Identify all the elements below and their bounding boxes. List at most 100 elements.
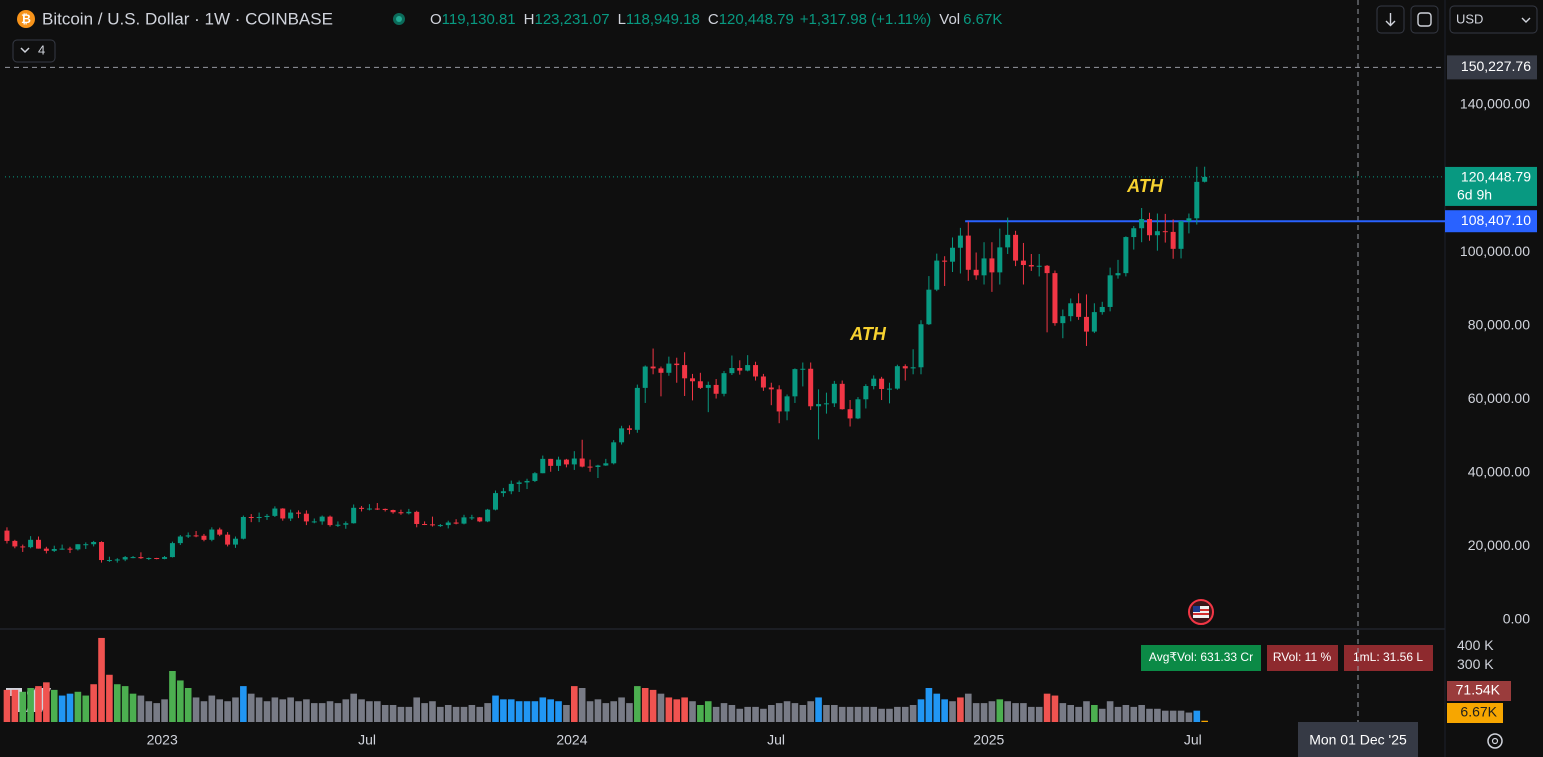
flag-icon: [1193, 606, 1200, 612]
volume-bar: [287, 697, 294, 722]
volume-bar: [791, 703, 799, 722]
candle-body: [587, 466, 593, 468]
volume-bar: [1098, 708, 1106, 722]
candle-body: [414, 511, 420, 524]
volume-bar: [1059, 703, 1067, 722]
x-tick-label: 2025: [973, 732, 1004, 748]
volume-bar: [862, 706, 870, 722]
volume-tick-label: 400 K: [1457, 637, 1494, 653]
candle-body: [422, 523, 428, 525]
volume-bar: [1091, 705, 1098, 722]
candle-body: [59, 548, 65, 550]
volume-bar: [1177, 710, 1185, 722]
candle-body: [4, 530, 10, 541]
volume-bar: [807, 701, 814, 722]
volume-bar: [232, 697, 239, 722]
volume-bar: [523, 701, 531, 722]
volume-bar: [358, 699, 365, 722]
candle-body: [1091, 312, 1097, 332]
market-status-dot: [396, 16, 402, 22]
volume-bar: [736, 708, 744, 722]
volume-bar: [74, 691, 82, 722]
volume-ma-label: 71.54K: [1456, 682, 1501, 698]
volume-bar: [58, 695, 66, 722]
candle-body: [800, 368, 806, 370]
volume-bar: [240, 686, 247, 722]
x-tick-label: Jul: [767, 732, 785, 748]
candle-body: [296, 512, 302, 514]
volume-bar: [988, 701, 996, 722]
candle-body: [1005, 234, 1011, 248]
volume-bar: [3, 689, 11, 722]
volume-bar: [531, 701, 539, 722]
download-icon: [1385, 13, 1396, 27]
volume-bar: [295, 701, 302, 722]
volume-bar: [1051, 695, 1059, 722]
y-tick-label: 100,000.00: [1460, 243, 1530, 259]
candle-body: [461, 517, 467, 524]
currency-select[interactable]: [1449, 5, 1538, 34]
volume-bar: [996, 699, 1004, 722]
volume-bar: [752, 706, 759, 722]
candle-body: [682, 365, 688, 379]
candle-body: [634, 387, 640, 430]
volume-bar: [43, 682, 50, 722]
volume-bar: [177, 680, 184, 722]
candle-body: [942, 260, 948, 262]
volume-bar: [153, 703, 160, 722]
candle-body: [209, 529, 215, 540]
candle-body: [697, 381, 703, 388]
candle-body: [232, 538, 238, 545]
volume-bar: [901, 706, 909, 722]
chevron-icon: [1521, 17, 1531, 23]
candle-body: [563, 459, 569, 465]
candle-body: [20, 546, 26, 548]
volume-bar: [720, 703, 728, 722]
candle-body: [737, 368, 743, 371]
volume-ma-tag: [1447, 681, 1511, 701]
volume-bar: [689, 701, 696, 722]
candle-body: [847, 409, 853, 419]
volume-bar: [886, 708, 893, 722]
candle-body: [705, 384, 711, 388]
volume-bar: [145, 701, 153, 722]
volume-bar: [326, 701, 334, 722]
change: +1,317.98 (+1.11%): [800, 11, 931, 28]
volume-last-label: 6.67K: [1460, 704, 1497, 720]
volume-bar: [208, 695, 216, 722]
volume-bar: [578, 688, 586, 722]
y-tick-label: 20,000.00: [1468, 537, 1530, 553]
volume-bar: [760, 708, 767, 722]
candle-body: [556, 459, 562, 466]
candle-body: [280, 508, 286, 519]
volume-bar: [129, 693, 137, 722]
candle-body: [311, 521, 317, 523]
volume-bar: [192, 697, 200, 722]
volume-bar: [437, 706, 444, 722]
symbol-title[interactable]: Bitcoin / U.S. Dollar · 1W · COINBASE: [42, 9, 333, 28]
hline-label: 108,407.10: [1461, 212, 1531, 228]
volume-bar: [19, 691, 27, 722]
volume-bar: [421, 703, 428, 722]
volume-bar: [98, 637, 105, 722]
candle-body: [1076, 303, 1082, 317]
refresh-button[interactable]: [1410, 5, 1439, 34]
candle-body: [579, 458, 585, 467]
indicators-toggle[interactable]: [12, 39, 56, 63]
candle-body: [548, 458, 554, 466]
candle-body: [816, 404, 822, 407]
candle-body: [99, 542, 105, 561]
volume-bar: [673, 699, 681, 722]
candle-body: [760, 376, 766, 388]
stat-text: RVol: 11 %: [1273, 650, 1332, 664]
volume-bar: [775, 703, 783, 722]
volume-bar: [1193, 710, 1201, 722]
overlays: [5, 0, 1445, 722]
volume-bar: [539, 697, 547, 722]
volume-bar: [255, 697, 263, 722]
settings-button[interactable]: [1487, 733, 1503, 749]
candle-body: [12, 540, 18, 547]
volume-bar: [413, 697, 421, 722]
x-tick-label: Jul: [1184, 732, 1202, 748]
